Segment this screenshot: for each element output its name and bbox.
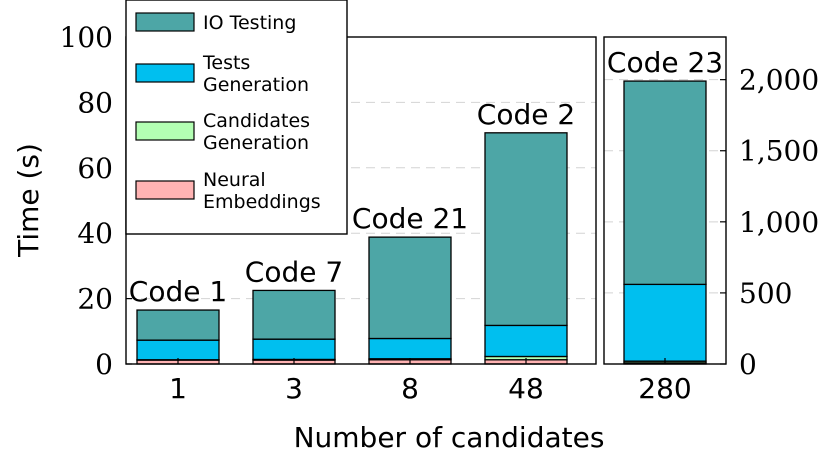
legend-label: Neural — [203, 169, 266, 191]
x-tick-label: 1 — [169, 372, 187, 405]
legend-swatch — [135, 121, 195, 141]
legend-swatch — [135, 12, 195, 32]
left-y-tick-label: 0 — [95, 348, 113, 381]
legend-label: Candidates — [203, 110, 310, 132]
bar-segment-io-testing — [136, 309, 220, 341]
bar-annotation: Code 2 — [477, 98, 575, 131]
bar-segment-tests-generation — [484, 324, 568, 358]
bar-segment-tests-generation — [252, 338, 336, 361]
bar-annotation: Code 1 — [129, 275, 227, 308]
legend: IO TestingTestsGenerationCandidatesGener… — [125, 0, 348, 235]
left-y-tick-label: 100 — [60, 21, 113, 54]
legend-label: Generation — [203, 74, 309, 96]
bar-segment-io-testing — [368, 236, 452, 340]
x-tick-label: 280 — [638, 372, 691, 405]
legend-label: Tests — [202, 52, 250, 74]
bar-segment-tests-generation — [368, 337, 452, 360]
left-y-tick-label: 20 — [77, 283, 113, 316]
x-axis-label: Number of candidates — [294, 421, 605, 454]
left-y-tick-label: 80 — [77, 86, 113, 119]
right-y-tick-label: 1,500 — [739, 135, 819, 168]
bar-annotation: Code 21 — [352, 202, 468, 235]
y-axis-label: Time (s) — [12, 143, 45, 258]
right-y-tick-label: 1,000 — [739, 206, 819, 239]
legend-swatch — [135, 180, 195, 200]
right-y-tick-label: 500 — [739, 277, 792, 310]
legend-swatch — [135, 63, 195, 83]
right-y-tick-label: 0 — [739, 348, 757, 381]
bar-segment-io-testing — [484, 132, 568, 327]
bar-segment-tests-generation — [136, 339, 220, 361]
bar-annotation: Code 23 — [607, 46, 723, 79]
x-tick-label: 3 — [285, 372, 303, 405]
bar-segment-tests-generation — [623, 283, 707, 362]
bar-segment-io-testing — [623, 80, 707, 286]
legend-label: Generation — [203, 132, 309, 154]
left-y-tick-label: 40 — [77, 217, 113, 250]
legend-label: IO Testing — [203, 12, 296, 34]
bar-annotation: Code 7 — [245, 255, 343, 288]
left-y-tick-label: 60 — [77, 152, 113, 185]
axis-labels: 0 20 40 60 80 100 1 3 8 48 0 500 1,000 1,500 2,000 280 — [60, 21, 820, 405]
bar-annotations: Code 1 Code 7 Code 21 Code 2 Code 23 — [129, 46, 723, 308]
bars — [136, 80, 707, 365]
bar-segment-io-testing — [252, 289, 336, 340]
x-tick-label: 48 — [508, 372, 544, 405]
legend-label: Embeddings — [203, 191, 321, 213]
x-tick-label: 8 — [401, 372, 419, 405]
right-y-tick-label: 2,000 — [739, 64, 819, 97]
